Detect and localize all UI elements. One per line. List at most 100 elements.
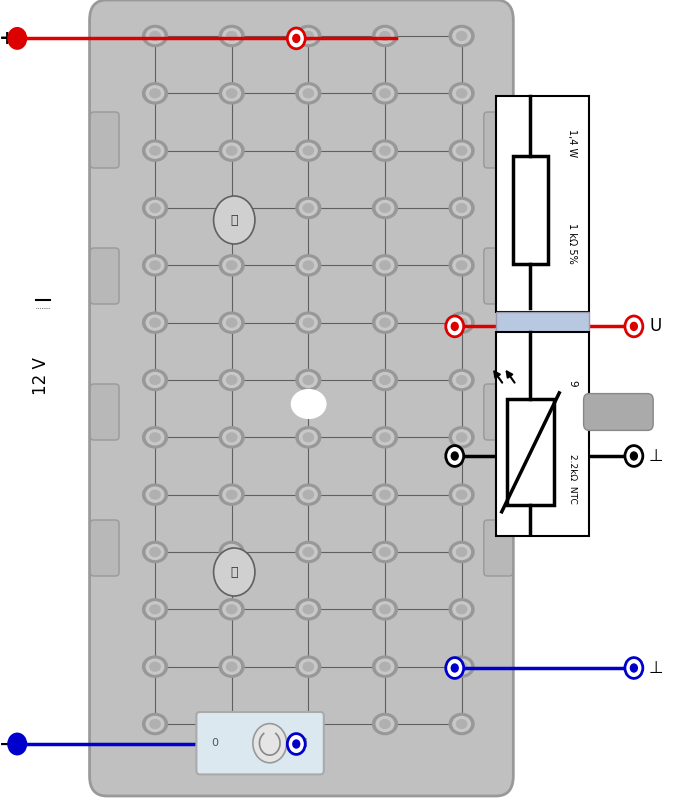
- Ellipse shape: [300, 143, 317, 158]
- Ellipse shape: [449, 714, 474, 734]
- Ellipse shape: [303, 548, 313, 557]
- Ellipse shape: [373, 656, 398, 678]
- Ellipse shape: [300, 545, 317, 559]
- Ellipse shape: [380, 261, 390, 270]
- Ellipse shape: [150, 548, 160, 557]
- Ellipse shape: [373, 312, 398, 334]
- Ellipse shape: [146, 659, 164, 674]
- Ellipse shape: [223, 29, 240, 43]
- Ellipse shape: [146, 487, 164, 502]
- Ellipse shape: [219, 370, 244, 390]
- Circle shape: [446, 658, 464, 678]
- Ellipse shape: [219, 254, 244, 276]
- Ellipse shape: [219, 426, 244, 448]
- Ellipse shape: [296, 370, 320, 390]
- Circle shape: [451, 664, 458, 672]
- Ellipse shape: [150, 89, 160, 98]
- Ellipse shape: [227, 548, 237, 557]
- Circle shape: [287, 734, 305, 754]
- FancyBboxPatch shape: [484, 248, 513, 304]
- Ellipse shape: [453, 545, 471, 559]
- Ellipse shape: [227, 662, 237, 671]
- Text: 2.2kΩ  NTC: 2.2kΩ NTC: [568, 454, 577, 504]
- Text: ⊥: ⊥: [649, 447, 664, 465]
- FancyBboxPatch shape: [484, 520, 513, 576]
- Ellipse shape: [219, 198, 244, 218]
- Ellipse shape: [453, 373, 471, 387]
- Ellipse shape: [376, 258, 394, 273]
- Ellipse shape: [457, 261, 467, 270]
- Ellipse shape: [376, 602, 394, 617]
- Ellipse shape: [300, 430, 317, 445]
- Ellipse shape: [303, 31, 313, 40]
- Ellipse shape: [143, 140, 167, 162]
- Ellipse shape: [300, 258, 317, 273]
- Bar: [496, 332, 589, 536]
- Ellipse shape: [150, 433, 160, 442]
- Ellipse shape: [376, 659, 394, 674]
- Ellipse shape: [227, 261, 237, 270]
- Ellipse shape: [150, 204, 160, 212]
- Circle shape: [451, 322, 458, 330]
- Circle shape: [630, 322, 637, 330]
- Text: Ⓛ: Ⓛ: [231, 214, 238, 226]
- Ellipse shape: [457, 146, 467, 155]
- Ellipse shape: [150, 720, 160, 729]
- Circle shape: [451, 452, 458, 460]
- Ellipse shape: [380, 31, 390, 40]
- Ellipse shape: [143, 426, 167, 448]
- Ellipse shape: [223, 373, 240, 387]
- Circle shape: [625, 446, 643, 466]
- Ellipse shape: [227, 204, 237, 212]
- Ellipse shape: [296, 82, 320, 104]
- Ellipse shape: [303, 261, 313, 270]
- Text: 9: 9: [567, 380, 577, 386]
- Ellipse shape: [146, 29, 164, 43]
- Ellipse shape: [453, 717, 471, 731]
- Ellipse shape: [449, 140, 474, 162]
- Ellipse shape: [453, 315, 471, 330]
- Ellipse shape: [223, 430, 240, 445]
- Ellipse shape: [376, 29, 394, 43]
- Ellipse shape: [227, 605, 237, 614]
- Ellipse shape: [457, 490, 467, 499]
- Ellipse shape: [227, 433, 237, 442]
- Circle shape: [214, 548, 255, 596]
- Ellipse shape: [296, 312, 320, 334]
- FancyBboxPatch shape: [90, 112, 119, 168]
- Ellipse shape: [457, 376, 467, 385]
- Ellipse shape: [449, 26, 474, 46]
- Ellipse shape: [223, 659, 240, 674]
- Ellipse shape: [143, 656, 167, 678]
- Ellipse shape: [300, 487, 317, 502]
- Ellipse shape: [219, 714, 244, 734]
- Ellipse shape: [453, 659, 471, 674]
- Ellipse shape: [143, 82, 167, 104]
- Ellipse shape: [146, 430, 164, 445]
- Ellipse shape: [150, 318, 160, 327]
- Ellipse shape: [457, 204, 467, 212]
- Ellipse shape: [457, 31, 467, 40]
- Circle shape: [630, 452, 637, 460]
- Ellipse shape: [296, 714, 320, 734]
- Ellipse shape: [449, 656, 474, 678]
- Bar: [496, 96, 589, 312]
- Ellipse shape: [376, 143, 394, 158]
- Ellipse shape: [296, 542, 320, 562]
- Ellipse shape: [146, 315, 164, 330]
- Ellipse shape: [291, 390, 326, 418]
- Ellipse shape: [150, 662, 160, 671]
- Ellipse shape: [223, 717, 240, 731]
- Ellipse shape: [300, 602, 317, 617]
- Ellipse shape: [303, 433, 313, 442]
- Ellipse shape: [219, 140, 244, 162]
- Ellipse shape: [449, 426, 474, 448]
- Ellipse shape: [373, 542, 398, 562]
- Ellipse shape: [449, 82, 474, 104]
- FancyBboxPatch shape: [484, 112, 513, 168]
- Ellipse shape: [453, 143, 471, 158]
- Ellipse shape: [296, 484, 320, 506]
- Ellipse shape: [300, 315, 317, 330]
- Ellipse shape: [146, 545, 164, 559]
- Ellipse shape: [457, 548, 467, 557]
